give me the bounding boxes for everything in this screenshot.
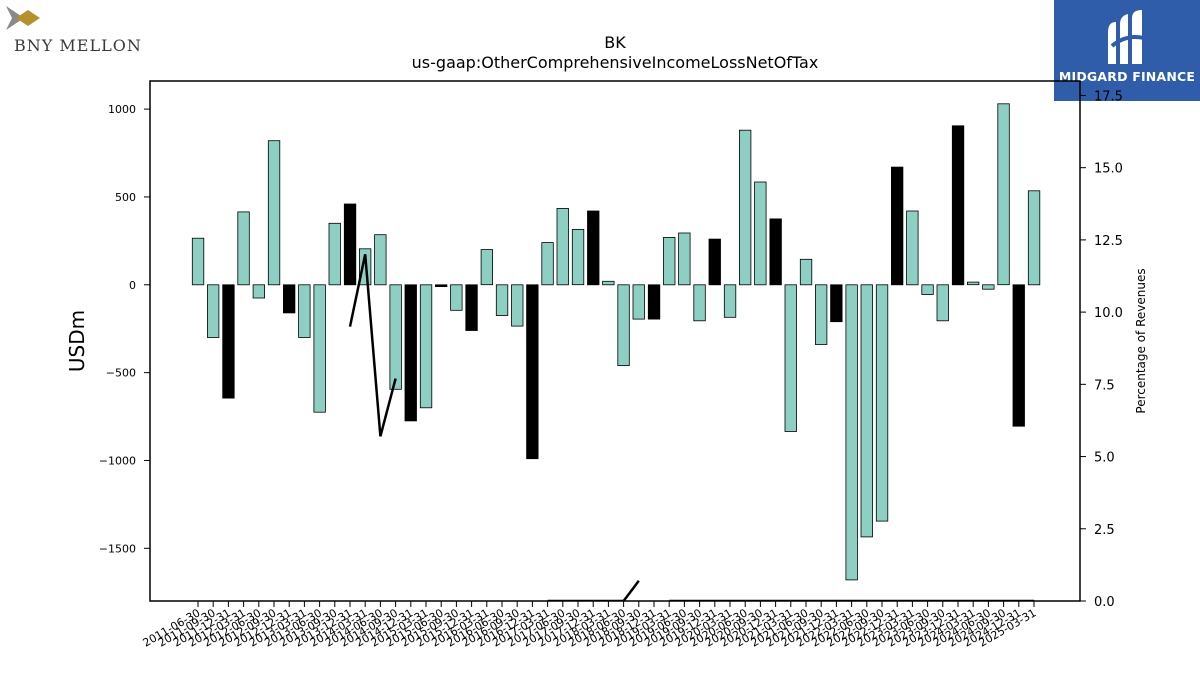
bny-mellon-wordmark: BNY MELLON xyxy=(14,36,142,55)
chart-subtitle: us-gaap:OtherComprehensiveIncomeLossNetO… xyxy=(412,53,819,72)
bar-2020-12-31 xyxy=(769,218,782,286)
midgard-finance-name: MIDGARD FINANCE xyxy=(1058,69,1196,84)
bar-2011-12-31 xyxy=(222,284,235,399)
bar-2018-09-30 xyxy=(632,284,645,320)
bar-2023-12-31 xyxy=(951,125,965,286)
bar-2022-09-30 xyxy=(875,284,889,522)
bars-layer xyxy=(191,103,1041,581)
bar-2017-06-30 xyxy=(556,207,569,286)
bar-2019-03-31 xyxy=(663,236,676,286)
y-tick-label-0: 1000 xyxy=(108,103,136,116)
y-tick-label-2: 0 xyxy=(129,279,136,292)
plot-frame xyxy=(149,80,1081,602)
bar-2018-06-30 xyxy=(617,284,630,366)
bar-2020-06-30 xyxy=(739,129,752,286)
y-axis-right: 17.5 15.0 12.5 10.0 7.5 5.0 2.5 0.0 xyxy=(1080,89,1123,610)
y-tick-label-5: −1500 xyxy=(99,542,136,555)
bar-2013-12-31 xyxy=(343,203,357,286)
bar-2021-03-31 xyxy=(784,284,797,432)
bar-2019-06-30 xyxy=(678,232,691,286)
bar-2016-09-30 xyxy=(511,284,524,327)
midgard-emblem-icon xyxy=(1108,10,1145,64)
y-tick-label-3: −500 xyxy=(106,367,136,380)
bar-2011-09-30 xyxy=(206,284,220,338)
bar-2025-03-31 xyxy=(1027,190,1041,286)
y2-tick-label-1: 15.0 xyxy=(1094,162,1123,177)
bar-2018-03-31 xyxy=(602,280,615,286)
bar-2022-12-31 xyxy=(891,166,904,286)
bar-2015-06-30 xyxy=(434,284,448,287)
x-axis: 2011-06-302011-09-302011-12-312012-03-31… xyxy=(141,601,1039,650)
bar-2012-12-31 xyxy=(282,284,296,314)
bar-2023-09-30 xyxy=(936,284,949,322)
bar-2018-12-31 xyxy=(647,284,661,320)
y-axis-left: 1000 500 0 −500 −1000 −1500 xyxy=(99,103,150,555)
bar-2015-09-30 xyxy=(450,284,463,311)
bar-2019-09-30 xyxy=(693,284,706,322)
bar-2024-09-30 xyxy=(997,103,1010,286)
y-axis-label: USDm xyxy=(65,310,89,372)
bar-2015-12-31 xyxy=(465,284,478,331)
y2-tick-label-0: 17.5 xyxy=(1094,89,1123,104)
y2-tick-label-2: 12.5 xyxy=(1094,234,1123,249)
y2-tick-label-7: 0.0 xyxy=(1094,595,1115,610)
bar-2017-09-30 xyxy=(571,228,585,286)
bar-2016-03-31 xyxy=(480,249,494,286)
bar-2012-06-30 xyxy=(252,284,266,299)
bar-2024-06-30 xyxy=(982,284,995,290)
line-segment-5 xyxy=(547,580,640,601)
bar-2016-06-30 xyxy=(495,284,509,316)
bar-2013-06-30 xyxy=(313,284,326,413)
bar-2014-06-30 xyxy=(374,234,387,286)
bar-2022-06-30 xyxy=(860,284,873,538)
bar-2016-12-31 xyxy=(526,284,539,460)
bar-2017-12-31 xyxy=(587,210,600,286)
line-layer xyxy=(348,254,1034,601)
bar-2024-12-31 xyxy=(1012,284,1025,427)
line-segment-3 xyxy=(348,254,397,437)
bar-2012-09-30 xyxy=(267,140,281,286)
y2-tick-label-3: 10.0 xyxy=(1094,306,1123,321)
bar-2021-12-31 xyxy=(830,284,843,323)
chart-title: BK xyxy=(604,33,626,52)
y-tick-label-4: −1000 xyxy=(99,454,136,467)
y-tick-label-1: 500 xyxy=(115,191,136,204)
bar-2023-06-30 xyxy=(921,284,934,295)
bny-mellon-logo: BNY MELLON xyxy=(6,6,156,56)
y2-tick-label-6: 2.5 xyxy=(1094,523,1115,538)
midgard-finance-logo: MIDGARD FINANCE xyxy=(1054,0,1200,101)
bar-2022-03-31 xyxy=(845,284,858,581)
bar-2017-03-31 xyxy=(541,242,554,286)
bny-mellon-emblem-icon xyxy=(6,6,40,30)
y2-tick-label-5: 5.0 xyxy=(1094,451,1115,466)
bar-2013-09-30 xyxy=(328,222,341,286)
bar-2021-06-30 xyxy=(799,258,813,286)
bar-2021-09-30 xyxy=(815,284,828,345)
bar-2014-12-31 xyxy=(404,284,417,422)
y2-axis-label: Percentage of Revenues xyxy=(1134,268,1148,413)
bar-2011-06-30 xyxy=(191,237,205,286)
bar-2020-03-31 xyxy=(723,284,737,318)
bar-2013-03-31 xyxy=(298,284,311,338)
y2-tick-label-4: 7.5 xyxy=(1094,378,1115,393)
bar-2020-09-30 xyxy=(754,181,767,286)
bar-2014-09-30 xyxy=(389,284,402,390)
bar-2024-03-31 xyxy=(967,281,980,286)
bar-2019-12-31 xyxy=(708,238,721,286)
bar-2015-03-31 xyxy=(419,284,433,409)
bar-2012-03-31 xyxy=(237,211,250,286)
bar-2023-03-31 xyxy=(906,210,919,286)
